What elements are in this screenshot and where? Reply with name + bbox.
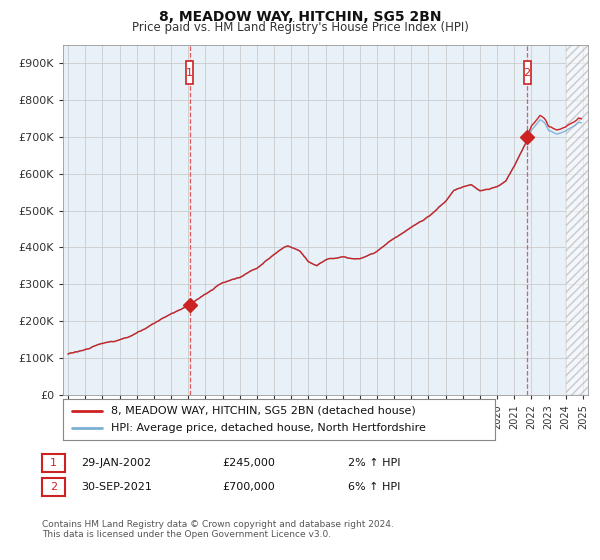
FancyBboxPatch shape: [186, 62, 193, 84]
Text: 1: 1: [186, 68, 193, 78]
Text: 29-JAN-2002: 29-JAN-2002: [81, 458, 151, 468]
Text: 2: 2: [50, 482, 57, 492]
Text: 1: 1: [50, 458, 57, 468]
Text: 30-SEP-2021: 30-SEP-2021: [81, 482, 152, 492]
Text: 2: 2: [524, 68, 530, 78]
Text: £245,000: £245,000: [222, 458, 275, 468]
Text: Contains HM Land Registry data © Crown copyright and database right 2024.
This d: Contains HM Land Registry data © Crown c…: [42, 520, 394, 539]
FancyBboxPatch shape: [524, 62, 530, 84]
Text: Price paid vs. HM Land Registry's House Price Index (HPI): Price paid vs. HM Land Registry's House …: [131, 21, 469, 34]
Text: 6% ↑ HPI: 6% ↑ HPI: [348, 482, 400, 492]
Text: 8, MEADOW WAY, HITCHIN, SG5 2BN (detached house): 8, MEADOW WAY, HITCHIN, SG5 2BN (detache…: [110, 405, 415, 416]
Bar: [566, 45, 600, 395]
Text: HPI: Average price, detached house, North Hertfordshire: HPI: Average price, detached house, Nort…: [110, 423, 425, 433]
Text: 8, MEADOW WAY, HITCHIN, SG5 2BN: 8, MEADOW WAY, HITCHIN, SG5 2BN: [159, 10, 441, 24]
Bar: [566, 45, 600, 395]
Text: £700,000: £700,000: [222, 482, 275, 492]
Text: 2% ↑ HPI: 2% ↑ HPI: [348, 458, 401, 468]
